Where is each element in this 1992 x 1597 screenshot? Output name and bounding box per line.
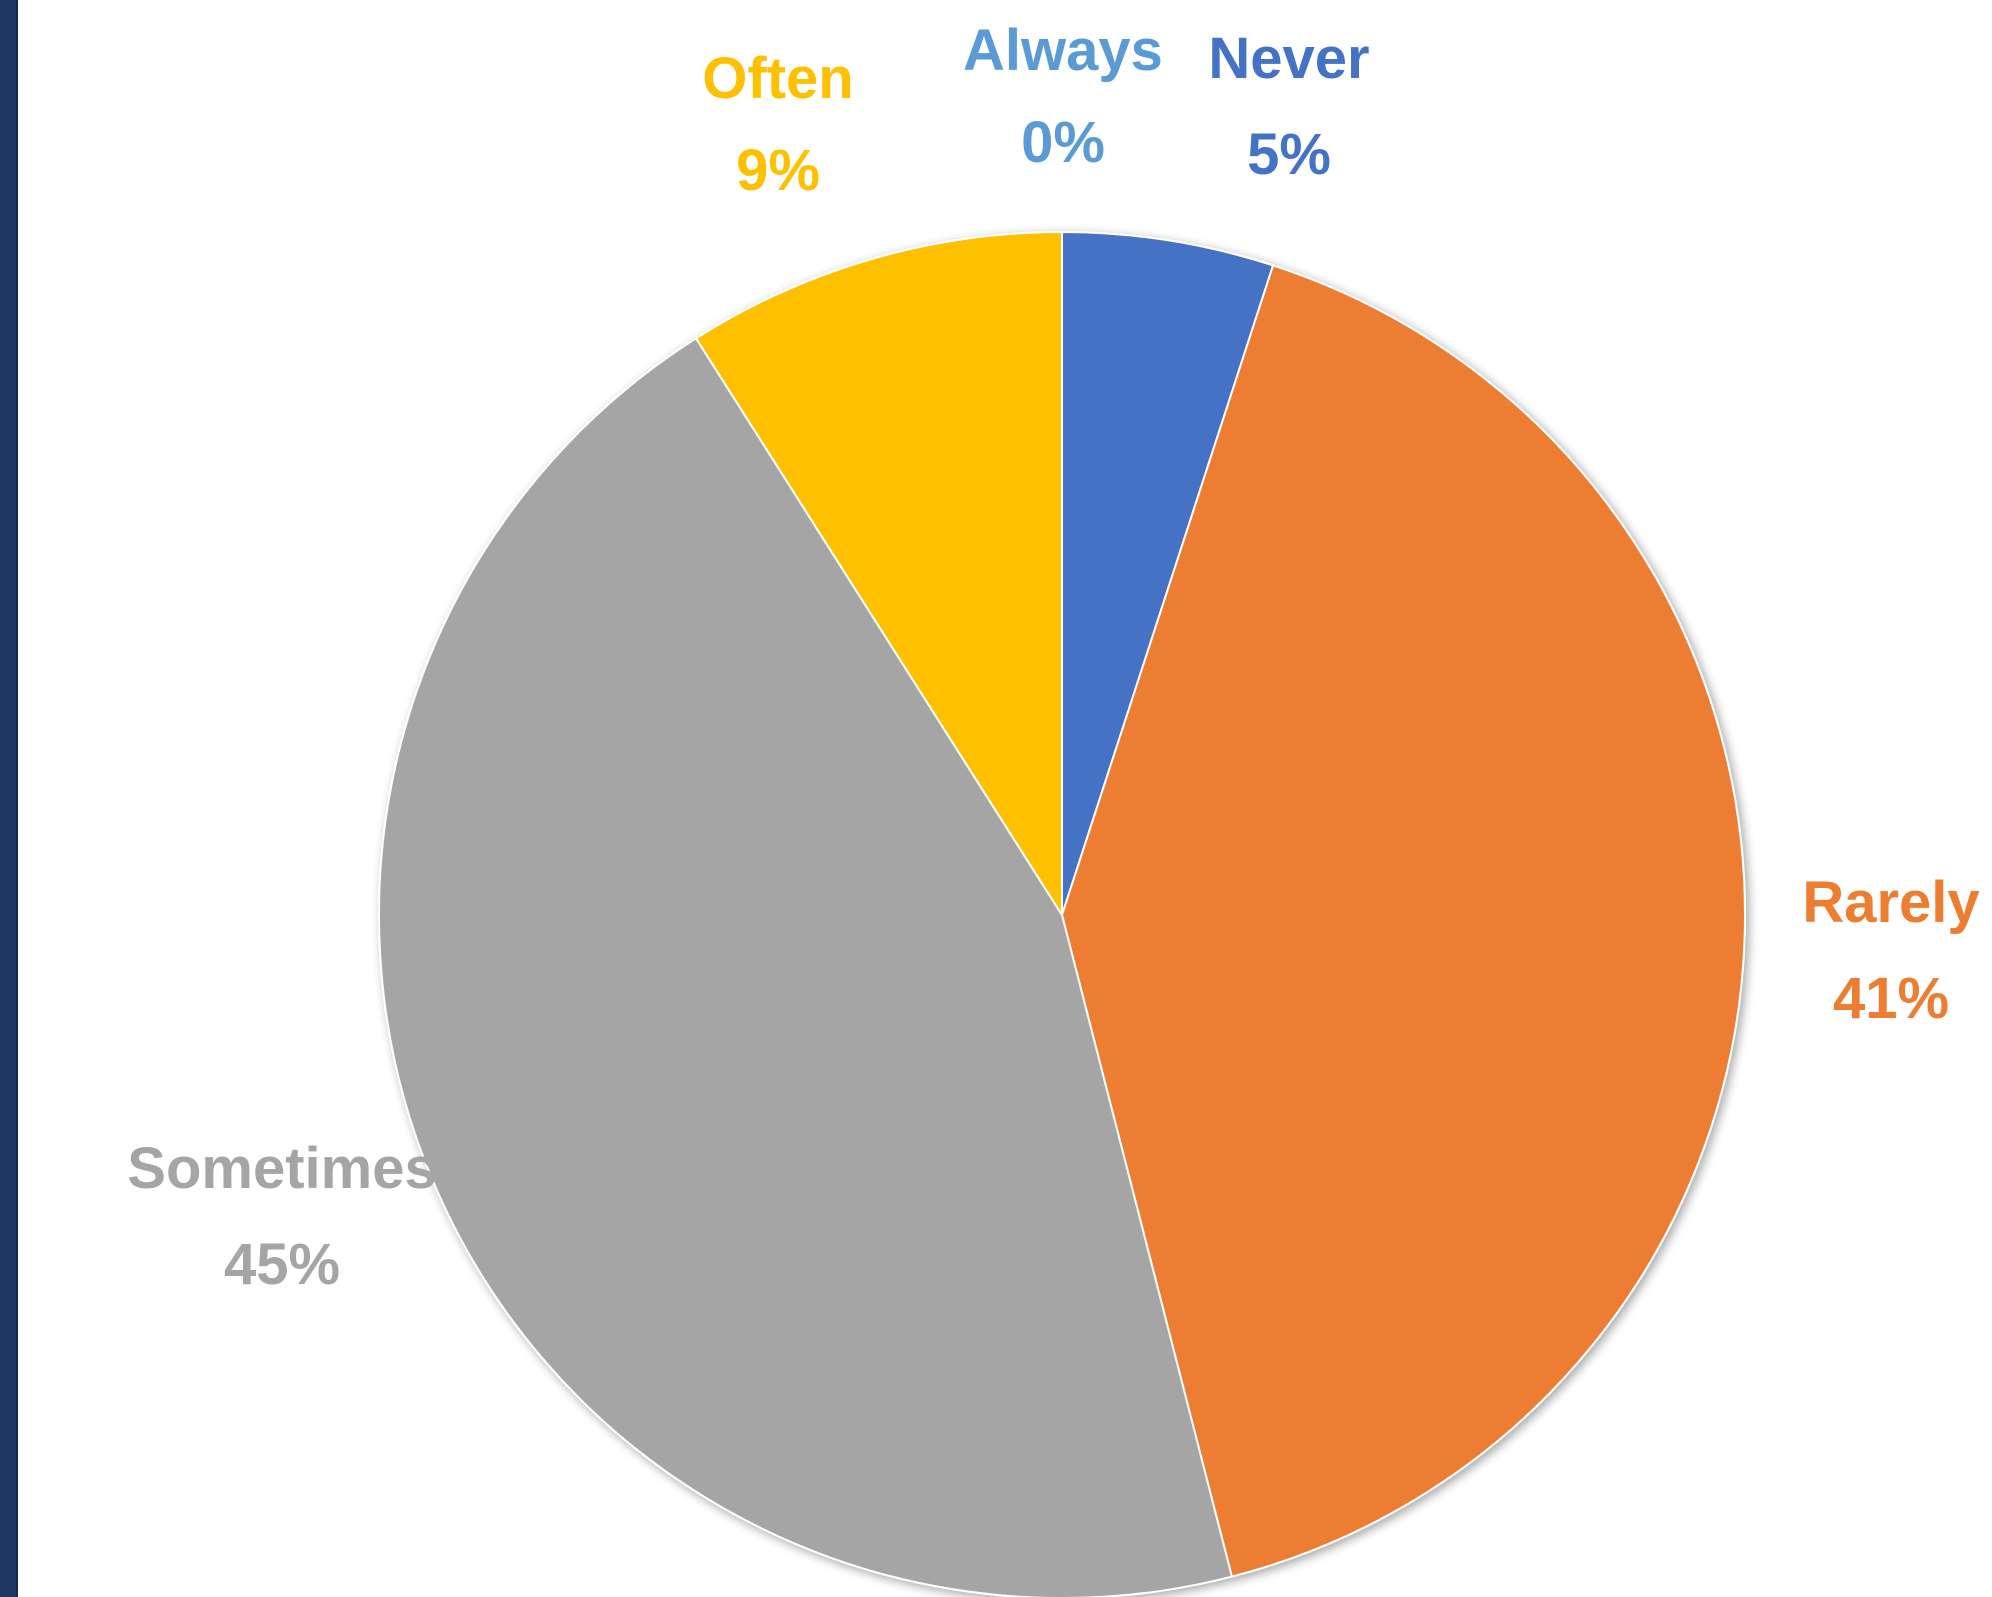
pie-data-labels: Never 5% Rarely 41% Sometimes 45% Often 9% Alway… — [127, 18, 1979, 1297]
data-label-never-percent: 5% — [1247, 122, 1331, 187]
pie-slice-sometimes — [378, 336, 1234, 1597]
pie-slice-often — [694, 230, 1063, 919]
pie-slice-never — [1061, 230, 1275, 916]
data-label-often-category: Often — [702, 46, 853, 111]
data-label-always-category: Always — [963, 18, 1163, 83]
data-label-sometimes-percent: 45% — [224, 1232, 340, 1297]
data-label-rarely-category: Rarely — [1802, 870, 1979, 935]
data-label-rarely-percent: 41% — [1833, 966, 1949, 1031]
data-label-sometimes-category: Sometimes — [127, 1136, 436, 1201]
data-label-often-percent: 9% — [736, 138, 820, 203]
pie-slice-rarely — [1060, 264, 1746, 1578]
data-label-always-percent: 0% — [1021, 110, 1105, 175]
pie-slices — [378, 230, 1746, 1597]
frame-border — [0, 0, 18, 1597]
data-label-never-category: Never — [1208, 26, 1369, 91]
